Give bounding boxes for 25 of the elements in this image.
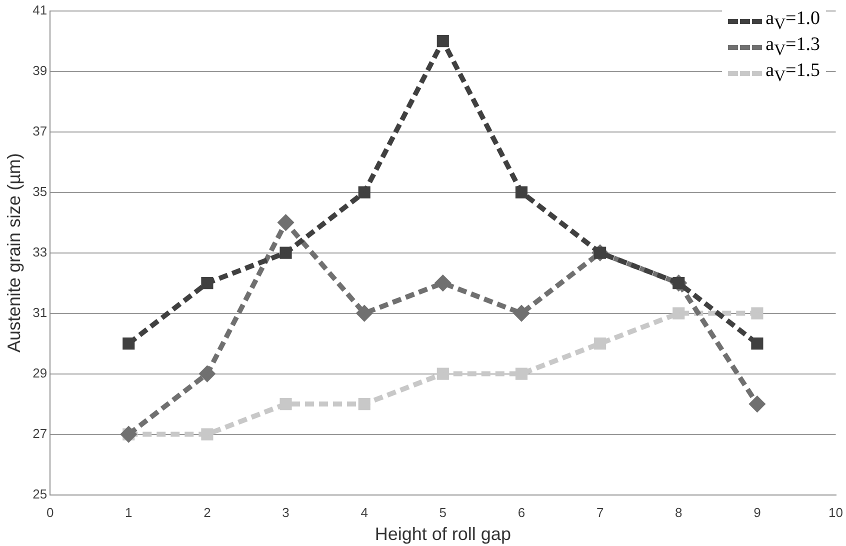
- legend-label: a$_{V}$=1.3: [766, 34, 820, 60]
- y-tick-label: 39: [32, 62, 48, 78]
- legend-label: a$_{V}$=1.0: [766, 8, 820, 34]
- y-tick-label: 31: [32, 304, 48, 320]
- legend-label: a$_{V}$=1.5: [766, 60, 820, 86]
- x-axis-title: Height of roll gap: [374, 524, 511, 544]
- y-tick-label: 33: [32, 244, 48, 260]
- x-tick-label: 3: [282, 505, 290, 520]
- x-tick-label: 1: [125, 505, 132, 520]
- x-tick-label: 7: [596, 505, 604, 520]
- y-tick-label: 37: [32, 123, 48, 138]
- x-tick-label: 8: [675, 505, 682, 520]
- y-tick-label: 29: [32, 365, 48, 380]
- y-tick-label: 35: [32, 184, 48, 199]
- y-axis-title: Austenite grain size (µm): [4, 153, 24, 353]
- y-tick-label: 41: [32, 2, 48, 18]
- y-tick-label: 27: [32, 426, 48, 441]
- x-tick-label: 0: [46, 505, 54, 520]
- y-tick-label: 25: [32, 486, 48, 502]
- x-tick-label: 10: [828, 505, 844, 520]
- x-tick-label: 4: [360, 505, 368, 520]
- x-tick-label: 6: [518, 505, 526, 520]
- x-tick-label: 2: [204, 505, 211, 520]
- x-tick-label: 9: [754, 505, 761, 520]
- x-tick-label: 5: [439, 505, 447, 520]
